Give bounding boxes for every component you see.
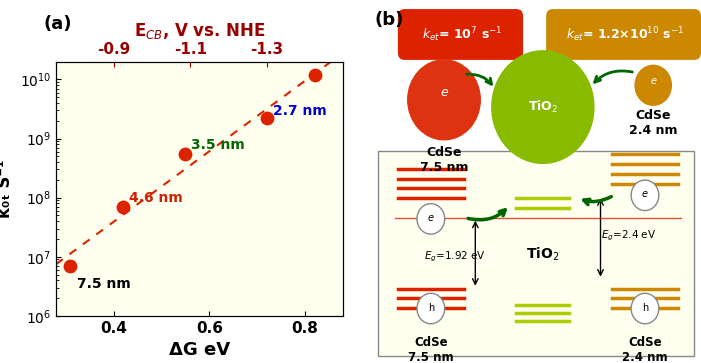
Circle shape — [631, 293, 659, 324]
Point — [261, 115, 273, 121]
Text: (b): (b) — [375, 11, 404, 29]
Text: (a): (a) — [43, 15, 72, 33]
Circle shape — [408, 60, 480, 140]
Text: CdSe
7.5 nm: CdSe 7.5 nm — [420, 146, 468, 174]
Text: $k_{et}$= 10$^7$ s$^{-1}$: $k_{et}$= 10$^7$ s$^{-1}$ — [422, 25, 503, 44]
Circle shape — [635, 65, 672, 105]
Text: CdSe
2.4 nm: CdSe 2.4 nm — [622, 336, 668, 363]
Text: $E_g$=1.92 eV: $E_g$=1.92 eV — [424, 250, 486, 264]
Text: CdSe
7.5 nm: CdSe 7.5 nm — [408, 336, 454, 363]
Text: 2.4 nm: 2.4 nm — [0, 362, 1, 363]
Point — [180, 151, 191, 157]
FancyBboxPatch shape — [546, 9, 701, 60]
FancyBboxPatch shape — [378, 151, 695, 356]
Circle shape — [631, 180, 659, 211]
Text: 7.5 nm: 7.5 nm — [76, 277, 130, 291]
Point — [64, 263, 76, 269]
Text: CdSe
2.4 nm: CdSe 2.4 nm — [629, 109, 677, 137]
Circle shape — [417, 293, 444, 324]
Text: TiO$_2$: TiO$_2$ — [528, 99, 558, 115]
Text: 3.5 nm: 3.5 nm — [191, 138, 245, 152]
Text: 4.6 nm: 4.6 nm — [129, 191, 183, 205]
Text: h: h — [642, 303, 648, 313]
Text: $E_g$=2.4 eV: $E_g$=2.4 eV — [601, 228, 656, 242]
Text: $k_{et}$= 1.2×10$^{10}$ s$^{-1}$: $k_{et}$= 1.2×10$^{10}$ s$^{-1}$ — [566, 25, 684, 44]
Text: 2.7 nm: 2.7 nm — [273, 105, 327, 118]
Text: e: e — [642, 189, 648, 199]
X-axis label: ΔG eV: ΔG eV — [169, 341, 231, 359]
Text: e: e — [651, 76, 656, 86]
FancyBboxPatch shape — [398, 9, 523, 60]
Point — [309, 72, 320, 78]
X-axis label: E$_{CB}$, V vs. NHE: E$_{CB}$, V vs. NHE — [134, 21, 266, 41]
Circle shape — [492, 51, 594, 163]
Text: h: h — [428, 303, 434, 313]
Text: e: e — [428, 213, 434, 223]
Circle shape — [417, 204, 444, 234]
Point — [118, 204, 129, 210]
Text: TiO$_2$: TiO$_2$ — [526, 245, 559, 263]
Y-axis label: k₀ₜ S⁻¹: k₀ₜ S⁻¹ — [0, 160, 14, 218]
Text: e: e — [440, 86, 448, 99]
